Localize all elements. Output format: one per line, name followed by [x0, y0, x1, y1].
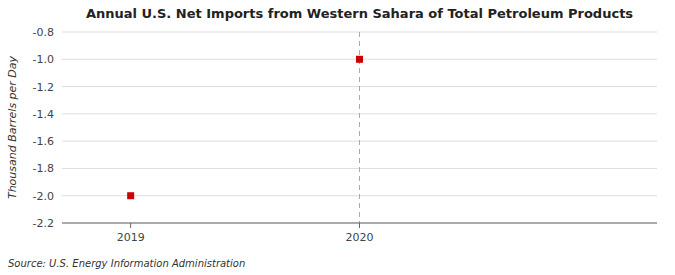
y-tick-label: -0.8: [33, 26, 54, 39]
y-tick-label: -1.2: [33, 81, 54, 94]
source: Source: U.S. Energy Information Administ…: [8, 258, 245, 269]
title: Annual U.S. Net Imports from Western Sah…: [86, 6, 633, 21]
x-tick: [359, 223, 360, 228]
x-tick-label: 2019: [117, 231, 145, 244]
y-grid: [62, 32, 657, 223]
y-tick-label: -2.0: [33, 190, 54, 203]
y-tick-label: -1.6: [33, 135, 54, 148]
y-tick-label: -1.0: [33, 53, 54, 66]
x-tick: [130, 223, 131, 228]
points: [127, 56, 363, 199]
y-tick-label: -1.8: [33, 162, 54, 175]
y-tick-label: -1.4: [33, 108, 54, 121]
y-tick-label: -2.2: [33, 217, 54, 230]
y-axis-label: Thousand Barrels per Day: [6, 55, 19, 199]
chart: Annual U.S. Net Imports from Western Sah…: [0, 0, 675, 275]
x-tick-label: 2020: [346, 231, 374, 244]
point: [356, 56, 363, 63]
point: [127, 192, 134, 199]
